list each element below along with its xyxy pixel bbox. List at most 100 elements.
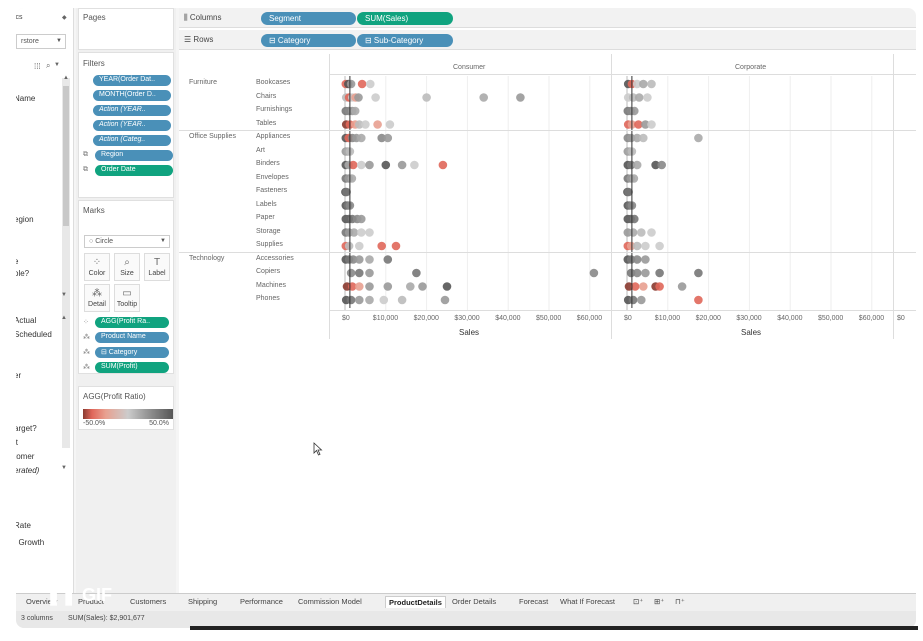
sheet-tab[interactable]: Shipping: [188, 597, 218, 606]
mark-field-pill[interactable]: Product Name: [95, 332, 169, 343]
field-item[interactable]: it: [16, 438, 18, 447]
field-item[interactable]: er: [16, 371, 22, 380]
data-point[interactable]: [383, 133, 393, 143]
segment-header[interactable]: Consumer: [453, 64, 486, 71]
size-button[interactable]: ⌕ Size: [114, 253, 140, 281]
data-point[interactable]: [632, 241, 642, 251]
data-point[interactable]: [655, 241, 664, 251]
mark-type-dropdown[interactable]: ○ Circle ▼: [84, 235, 170, 248]
data-point[interactable]: [516, 93, 525, 102]
data-point[interactable]: [438, 160, 448, 170]
data-point[interactable]: [357, 133, 366, 143]
data-point[interactable]: [626, 241, 636, 251]
data-point[interactable]: [651, 160, 660, 170]
data-point[interactable]: [344, 241, 354, 251]
data-point[interactable]: [349, 228, 359, 237]
mark-field-pill[interactable]: ⊟ Category: [95, 347, 169, 358]
subcategory-label[interactable]: Phones: [256, 295, 280, 302]
data-point[interactable]: [641, 120, 650, 129]
data-point[interactable]: [346, 79, 356, 89]
new-worksheet-icon[interactable]: ⊡⁺: [633, 597, 644, 606]
subcategory-label[interactable]: Accessories: [256, 254, 294, 262]
mark-field-pill[interactable]: AGG(Profit Ra..: [95, 317, 169, 328]
data-point[interactable]: [655, 282, 664, 291]
data-point[interactable]: [626, 160, 636, 170]
sheet-tab[interactable]: What If Forecast: [560, 597, 616, 606]
data-point[interactable]: [694, 268, 703, 278]
data-point[interactable]: [371, 93, 380, 102]
data-point[interactable]: [381, 160, 391, 170]
field-item[interactable]: . Growth: [16, 538, 45, 547]
data-point[interactable]: [626, 268, 636, 278]
data-point[interactable]: [342, 187, 351, 197]
columns-pill-sales[interactable]: SUM(Sales): [357, 12, 453, 25]
sheet-tab[interactable]: Order Details: [452, 597, 497, 606]
subcategory-label[interactable]: Paper: [256, 214, 275, 221]
filter-pill[interactable]: Action (YEAR..: [93, 105, 171, 116]
field-item[interactable]: Rate: [16, 521, 31, 530]
rows-shelf[interactable]: ☰ Rows ⊟ Category ⊟ Sub-Category: [179, 30, 916, 50]
data-point[interactable]: [355, 241, 364, 251]
data-point[interactable]: [350, 106, 360, 116]
data-point[interactable]: [346, 268, 356, 278]
sheet-tab[interactable]: Forecast: [519, 597, 549, 606]
data-point[interactable]: [657, 160, 666, 170]
chart-view[interactable]: Consumer Corporate Furniture Bookcases Chair…: [179, 54, 916, 593]
pane-tab-selector[interactable]: ics ◆: [16, 11, 71, 27]
sheet-tab[interactable]: Overview: [26, 597, 58, 606]
sheet-tab[interactable]: Customers: [130, 597, 167, 606]
field-item[interactable]: egion: [16, 215, 34, 224]
data-point[interactable]: [365, 255, 374, 264]
data-point[interactable]: [391, 241, 401, 251]
data-point[interactable]: [647, 79, 656, 89]
data-point[interactable]: [694, 295, 703, 305]
sheet-tab[interactable]: Product: [78, 597, 104, 606]
data-point[interactable]: [410, 160, 419, 170]
data-point[interactable]: [355, 295, 364, 305]
data-pane-scrollbar[interactable]: ▲: [62, 75, 70, 448]
data-point[interactable]: [365, 268, 374, 278]
field-item[interactable]: e: [16, 257, 19, 266]
data-point[interactable]: [634, 93, 644, 102]
data-point[interactable]: [357, 79, 367, 89]
data-point[interactable]: [628, 93, 638, 102]
data-point[interactable]: [357, 228, 366, 237]
data-point[interactable]: [347, 174, 357, 183]
data-point[interactable]: [365, 295, 374, 305]
search-icon[interactable]: ⌕: [46, 61, 51, 70]
data-point[interactable]: [626, 133, 636, 143]
subcategory-label[interactable]: Envelopes: [256, 173, 289, 181]
data-point[interactable]: [355, 255, 364, 264]
data-point[interactable]: [634, 120, 643, 129]
subcategory-label[interactable]: Appliances: [256, 133, 291, 140]
data-point[interactable]: [406, 282, 415, 291]
color-legend-card[interactable]: AGG(Profit Ratio) -50.0% 50.0%: [78, 386, 174, 430]
data-point[interactable]: [361, 120, 370, 129]
data-point[interactable]: [641, 268, 650, 278]
subcategory-label[interactable]: Labels: [256, 200, 277, 208]
new-story-icon[interactable]: ⊓⁺: [675, 597, 685, 606]
data-point[interactable]: [355, 120, 364, 129]
scroll-up-icon[interactable]: ▲: [63, 75, 69, 81]
data-point[interactable]: [346, 295, 356, 305]
field-item[interactable]: Actual: [16, 316, 37, 325]
subcategory-label[interactable]: Art: [256, 146, 265, 154]
data-point[interactable]: [630, 214, 639, 224]
chevron-down-icon[interactable]: ▼: [54, 62, 60, 68]
filter-pill[interactable]: YEAR(Order Dat..: [93, 75, 171, 86]
data-point[interactable]: [383, 282, 393, 291]
subcategory-label[interactable]: Chairs: [256, 92, 277, 100]
field-item[interactable]: ole?: [16, 269, 30, 278]
data-point[interactable]: [677, 282, 687, 291]
filter-pill[interactable]: Region: [95, 150, 173, 161]
data-point[interactable]: [637, 228, 646, 237]
tooltip-button[interactable]: ▭ Tooltip: [114, 284, 140, 312]
pages-card[interactable]: Pages: [78, 8, 174, 50]
columns-shelf[interactable]: ⫼ Columns Segment SUM(Sales): [179, 8, 916, 28]
data-point[interactable]: [383, 255, 393, 264]
data-point[interactable]: [632, 255, 642, 264]
sheet-tab[interactable]: Commission Model: [298, 597, 362, 606]
rows-pill-subcategory[interactable]: ⊟ Sub-Category: [357, 34, 453, 47]
category-label[interactable]: Technology: [189, 254, 225, 262]
data-point[interactable]: [479, 93, 489, 102]
